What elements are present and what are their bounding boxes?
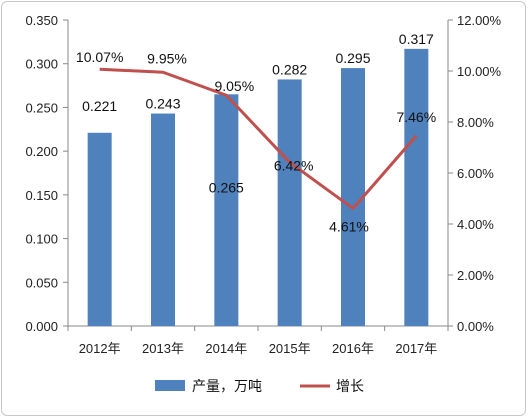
y-left-tick-label: 0.250 xyxy=(25,100,58,115)
y-left-tick-label: 0.200 xyxy=(25,144,58,159)
y-left-tick-label: 0.150 xyxy=(25,188,58,203)
bar xyxy=(214,94,239,326)
x-tick-label: 2017年 xyxy=(395,341,437,356)
y-left-tick-label: 0.050 xyxy=(25,275,58,290)
bar-value-label: 0.221 xyxy=(82,98,117,114)
growth-line xyxy=(99,67,418,210)
y-left-tick-label: 0.000 xyxy=(25,319,58,334)
bar-value-label: 0.295 xyxy=(335,50,370,66)
y-right-tick-label: 4.00% xyxy=(457,217,494,232)
bar xyxy=(151,113,175,326)
y-right-tick-label: 6.00% xyxy=(457,166,494,181)
bar-value-label: 0.282 xyxy=(272,61,307,77)
x-tick-label: 2014年 xyxy=(205,341,247,356)
y-left-tick-label: 0.300 xyxy=(25,57,58,72)
line-value-label: 10.07% xyxy=(76,49,123,65)
bar xyxy=(404,48,429,326)
bar-value-label: 0.243 xyxy=(145,96,180,112)
x-tick-label: 2012年 xyxy=(79,341,121,356)
x-tick-label: 2013年 xyxy=(142,341,184,356)
x-tick-label: 2016年 xyxy=(332,341,374,356)
y-right-tick-label: 12.00% xyxy=(457,13,502,28)
y-right-tick-label: 2.00% xyxy=(457,268,494,283)
y-left-tick-label: 0.100 xyxy=(25,232,58,247)
bar-series xyxy=(87,48,429,326)
line-value-label: 6.42% xyxy=(274,157,314,173)
x-tick-label: 2015年 xyxy=(269,341,311,356)
bar xyxy=(277,79,302,326)
legend: 产量，万吨 增长 xyxy=(155,378,364,394)
bar-value-label: 0.317 xyxy=(399,31,434,47)
y-right-tick-label: 0.00% xyxy=(457,319,494,334)
chart-axes: 0.000 0.050 0.100 0.150 0.200 0.250 0.300 0.350… xyxy=(25,13,501,356)
data-labels: 0.221 0.243 0.265 0.282 0.295 0.317 10.07% 9.95… xyxy=(76,31,436,235)
y-right-tick-label: 8.00% xyxy=(457,115,494,130)
legend-label-bar: 产量，万吨 xyxy=(192,378,262,394)
legend-swatch-bar xyxy=(155,380,185,391)
line-value-label: 9.05% xyxy=(214,78,254,94)
y-right-tick-label: 10.00% xyxy=(457,64,502,79)
line-value-label: 7.46% xyxy=(396,109,436,125)
line-series xyxy=(99,67,418,210)
line-value-label: 4.61% xyxy=(329,218,369,234)
line-value-label: 9.95% xyxy=(147,50,187,66)
y-left-tick-label: 0.350 xyxy=(25,13,58,28)
bar xyxy=(87,132,112,326)
bar-value-label: 0.265 xyxy=(209,179,244,195)
legend-label-line: 增长 xyxy=(336,378,364,394)
